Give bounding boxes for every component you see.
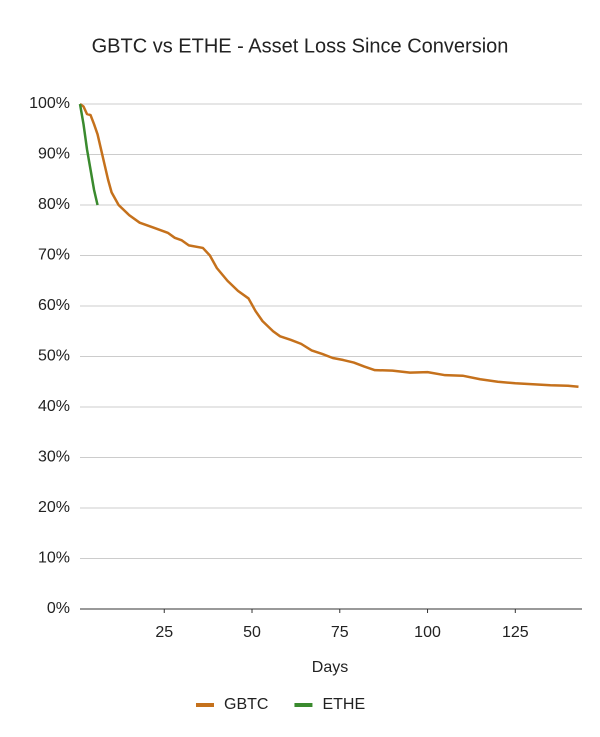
legend-label: GBTC (224, 696, 268, 713)
x-tick-label: 25 (155, 624, 173, 641)
y-tick-label: 50% (38, 348, 70, 365)
y-tick-label: 90% (38, 146, 70, 163)
legend-label: ETHE (322, 696, 365, 713)
y-tick-label: 30% (38, 449, 70, 466)
x-tick-label: 75 (331, 624, 349, 641)
x-tick-label: 50 (243, 624, 261, 641)
series-line (78, 103, 99, 206)
chart-title: GBTC vs ETHE - Asset Loss Since Conversi… (92, 35, 509, 57)
series-line (79, 102, 579, 389)
y-tick-label: 80% (38, 196, 70, 213)
y-tick-label: 40% (38, 398, 70, 415)
y-tick-label: 100% (29, 95, 70, 112)
y-tick-label: 70% (38, 247, 70, 264)
x-axis-label: Days (312, 659, 348, 676)
x-tick-label: 100 (414, 624, 441, 641)
y-tick-label: 0% (47, 600, 70, 617)
y-tick-label: 20% (38, 499, 70, 516)
y-tick-label: 10% (38, 550, 70, 567)
x-tick-label: 125 (502, 624, 529, 641)
y-tick-label: 60% (38, 297, 70, 314)
